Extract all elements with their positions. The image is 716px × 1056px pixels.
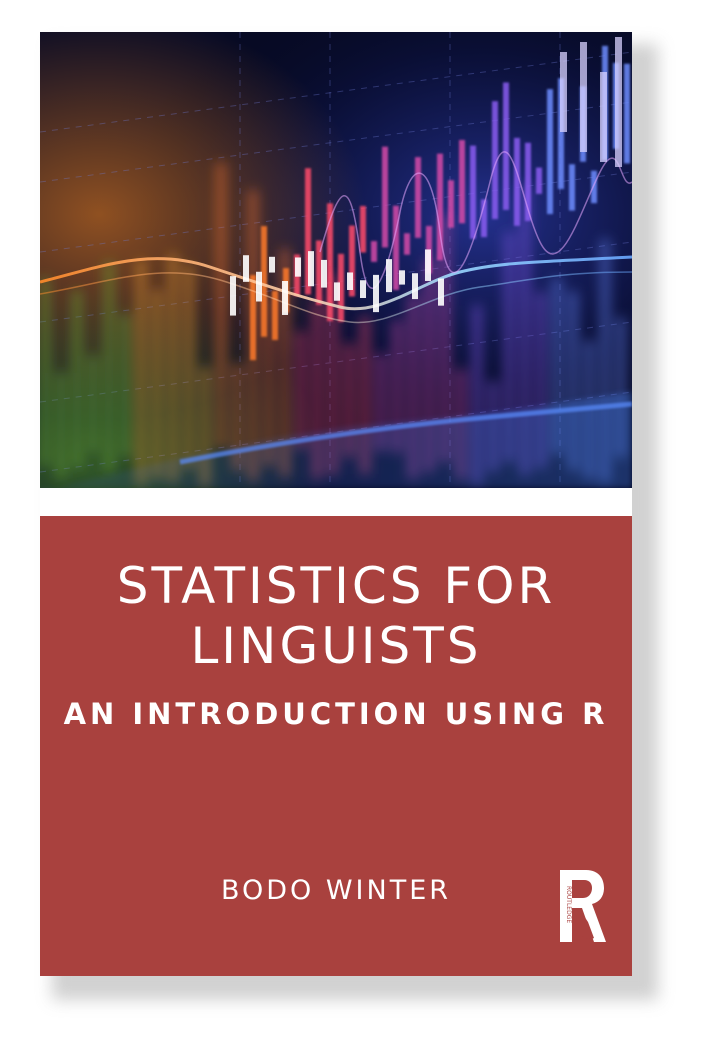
art-bar-blur (136, 260, 146, 485)
art-bar (569, 164, 575, 211)
art-bar (250, 275, 256, 361)
art-bar-top (560, 52, 567, 132)
art-bar (558, 78, 564, 190)
art-candle-white (373, 274, 379, 313)
art-bar-blur (40, 277, 50, 466)
art-candle-white (438, 278, 444, 306)
art-candle-white (256, 271, 262, 302)
art-bar-blur (264, 293, 274, 466)
art-candle-white (425, 249, 431, 281)
cover-artwork (40, 32, 632, 488)
art-bar (503, 82, 509, 210)
art-bar (338, 253, 344, 322)
art-candle-white (269, 256, 275, 273)
art-bar-blur (72, 290, 82, 468)
art-bar-blur (552, 277, 562, 455)
art-bar-blur (232, 363, 242, 471)
art-bar (349, 225, 355, 297)
art-bar-top (580, 42, 587, 152)
art-candle-white (282, 281, 288, 315)
art-bar (448, 180, 454, 228)
art-bar-blur (536, 291, 546, 469)
art-bar-blur (616, 317, 626, 458)
art-bar (492, 101, 498, 220)
art-bar-blur (280, 248, 290, 477)
art-bar-blur (504, 232, 514, 463)
art-bar-blur (472, 305, 482, 485)
art-bar (371, 241, 377, 262)
art-bar (525, 142, 531, 222)
art-bar-blur (328, 274, 338, 475)
art-bar (470, 145, 476, 239)
art-bar (327, 203, 333, 322)
art-bar-blur (56, 372, 66, 479)
art-bar-blur (88, 355, 98, 453)
art-grid-line (40, 171, 632, 253)
art-bar (360, 205, 366, 253)
art-bar (393, 205, 399, 290)
art-bar-blur (312, 300, 322, 479)
art-bar-blur (424, 259, 434, 472)
art-candle-white (334, 282, 340, 301)
art-bar (382, 146, 388, 248)
art-bar (415, 157, 421, 238)
art-bar (437, 153, 443, 261)
art-bar-blur (376, 353, 386, 451)
chart-artwork-image (40, 32, 632, 488)
art-bar-blur (200, 367, 210, 486)
art-candle-white (399, 270, 405, 285)
art-bar (404, 233, 410, 255)
art-bar-blur (120, 314, 130, 457)
art-bar (459, 139, 465, 224)
art-bar-blur (104, 261, 114, 472)
art-bar-top (615, 37, 622, 167)
art-bar-blur (184, 265, 194, 469)
art-bar-blur (440, 214, 450, 462)
art-bar-blur (600, 239, 610, 483)
art-bar (316, 240, 322, 305)
art-bar-blur (568, 291, 578, 471)
art-bar (591, 170, 597, 204)
art-candle-white (386, 259, 392, 293)
art-candle-white (243, 255, 249, 282)
art-candle-white (347, 272, 353, 290)
art-bar (272, 290, 278, 340)
art-bar-blur (296, 331, 306, 449)
book-cover: STATISTICS FOR LINGUISTS AN INTRODUCTION … (40, 32, 632, 976)
art-bar (514, 137, 520, 226)
book-subtitle: AN INTRODUCTION USING R (63, 697, 609, 731)
art-bar-blur (360, 316, 370, 474)
routledge-logo-icon: ROUTLEDGE (560, 870, 606, 942)
art-bar-top (600, 72, 607, 162)
art-bar-blur (344, 343, 354, 458)
art-bar (261, 226, 267, 337)
book-title: STATISTICS FOR LINGUISTS (116, 557, 556, 675)
art-bar (536, 167, 542, 194)
art-candle-white (360, 280, 366, 299)
art-candle-white (412, 273, 418, 300)
cover-title-panel: STATISTICS FOR LINGUISTS AN INTRODUCTION … (40, 516, 632, 976)
art-bar (481, 199, 487, 238)
art-bar-blur (168, 253, 178, 482)
art-bar-blur (216, 162, 226, 450)
art-bar (547, 89, 553, 215)
art-bar (624, 63, 630, 164)
book-author: BODO WINTER (220, 875, 452, 906)
art-candle-white (321, 259, 327, 288)
art-bar (305, 168, 311, 295)
art-grid-line (40, 51, 632, 133)
art-bar-blur (520, 184, 530, 476)
art-bar-blur (152, 288, 162, 479)
art-bar-blur (408, 295, 418, 479)
publisher-name: ROUTLEDGE (565, 886, 572, 923)
cover-white-band (40, 488, 632, 516)
art-bar-blur (392, 320, 402, 453)
art-candle-white (308, 251, 314, 287)
art-candle-white (230, 276, 236, 316)
art-grid-line (40, 101, 632, 183)
art-candle-white (295, 257, 301, 277)
